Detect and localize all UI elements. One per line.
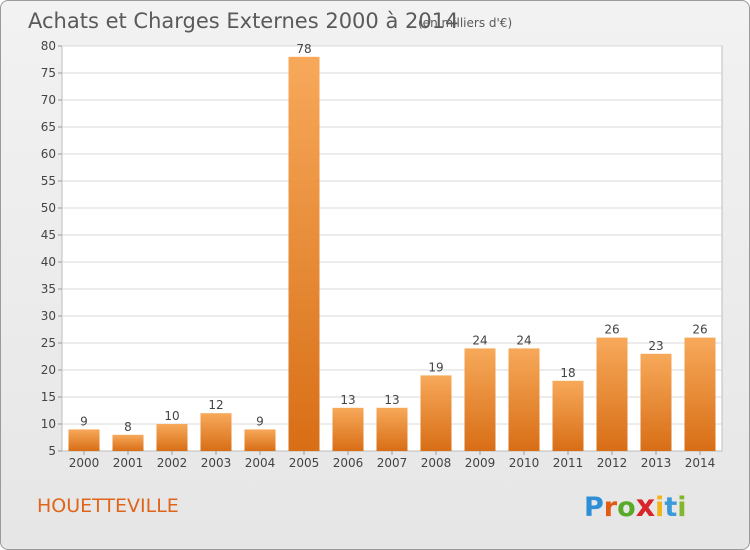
x-tick-label: 2013 [641,456,672,470]
y-tick-label: 30 [41,309,56,323]
x-tick-label: 2008 [421,456,452,470]
y-tick-label: 65 [41,120,56,134]
logo-letter: r [603,492,618,523]
y-tick-label: 80 [41,39,56,53]
bar [508,348,540,451]
data-label: 78 [296,42,311,56]
bars [68,56,716,452]
x-tick-label: 2002 [157,456,188,470]
y-tick-label: 75 [41,66,56,80]
bar [552,380,584,451]
y-tick-label: 35 [41,282,56,296]
x-tick-label: 2009 [465,456,496,470]
data-label: 26 [692,323,707,337]
logo-letter: P [584,492,604,523]
x-tick-label: 2000 [69,456,100,470]
logo-letter: i [655,492,665,523]
data-label: 24 [472,333,487,347]
bar [684,337,716,451]
x-tick-label: 2006 [333,456,364,470]
x-tick-label: 2001 [113,456,144,470]
x-tick-label: 2007 [377,456,408,470]
logo-letter: i [677,492,687,523]
bar [464,348,496,451]
logo-letter: o [617,492,636,523]
y-tick-label: 20 [41,363,56,377]
x-tick-label: 2003 [201,456,232,470]
data-label: 9 [80,414,88,428]
bar [288,56,320,452]
bar [332,407,364,451]
data-label: 13 [340,393,355,407]
bar [112,434,144,451]
chart-unit: (en milliers d'€) [418,16,513,30]
data-label: 26 [604,323,619,337]
y-tick-label: 70 [41,93,56,107]
bar [244,429,276,451]
data-label: 13 [384,393,399,407]
data-label: 24 [516,333,531,347]
data-label: 9 [256,414,264,428]
data-label: 18 [560,366,575,380]
proxiti-logo: Proxiti [584,489,687,524]
y-tick-label: 60 [41,147,56,161]
data-label: 19 [428,360,443,374]
x-tick-label: 2005 [289,456,320,470]
data-label: 12 [208,398,223,412]
bar [68,429,100,451]
x-tick-label: 2014 [685,456,716,470]
data-label: 8 [124,420,132,434]
data-label: 23 [648,339,663,353]
data-labels: 9 8 10 12 9 78 13 13 19 24 24 18 26 23 26 [80,42,707,434]
x-tick-label: 2010 [509,456,540,470]
x-tick-label: 2012 [597,456,628,470]
logo-letter: x [635,489,656,524]
chart-title: Achats et Charges Externes 2000 à 2014 [28,9,459,33]
y-tick-label: 55 [41,174,56,188]
y-tick-label: 40 [41,255,56,269]
y-tick-label: 10 [41,417,56,431]
x-axis-ticks: 2000 2001 2002 2003 2004 2005 2006 2007 2008 2009… [69,451,716,470]
commune-name: HOUETTEVILLE [37,495,179,517]
logo-letter: t [664,492,678,523]
y-tick-label: 15 [41,390,56,404]
y-tick-label: 25 [41,336,56,350]
bar [420,375,452,451]
y-tick-label: 5 [48,444,56,458]
x-tick-label: 2011 [553,456,584,470]
bar [640,353,672,451]
y-tick-label: 45 [41,228,56,242]
y-axis-ticks: 5 10 15 20 25 30 35 40 45 50 55 60 65 70 75 80 [41,39,62,458]
bar [200,413,232,451]
y-tick-label: 50 [41,201,56,215]
bar [596,337,628,451]
x-tick-label: 2004 [245,456,276,470]
data-label: 10 [164,409,179,423]
bar [156,424,188,451]
bar [376,407,408,451]
